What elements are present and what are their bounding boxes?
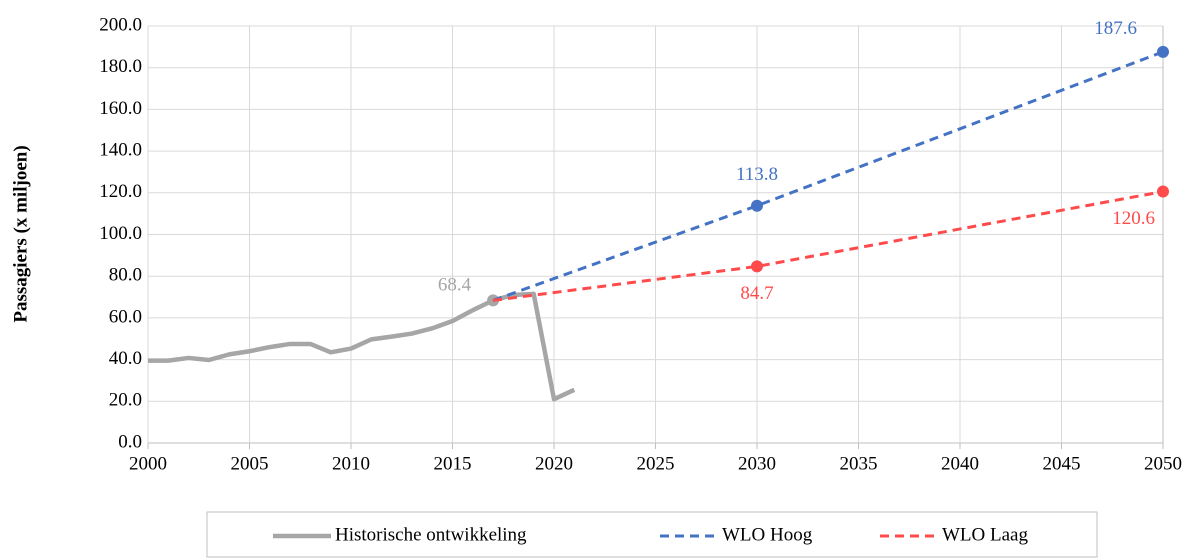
y-tick-label: 160.0 <box>99 98 142 119</box>
data-label: 113.8 <box>736 164 778 185</box>
x-tick-label: 2005 <box>231 453 269 474</box>
series-line <box>492 50 1164 302</box>
x-tick-label: 2040 <box>941 453 979 474</box>
data-label: 84.7 <box>740 283 773 304</box>
x-tick-label: 2045 <box>1043 453 1081 474</box>
data-label: 68.4 <box>438 275 472 296</box>
y-tick-label: 200.0 <box>99 14 142 35</box>
series-line <box>492 190 1164 302</box>
data-label: 187.6 <box>1094 18 1137 39</box>
data-label: 120.6 <box>1112 208 1155 229</box>
x-tick-label: 2050 <box>1144 453 1182 474</box>
marker <box>751 199 763 212</box>
x-tick-label: 2000 <box>129 453 167 474</box>
y-tick-label: 100.0 <box>99 223 142 244</box>
legend-label: WLO Hoog <box>722 524 813 545</box>
y-tick-label: 120.0 <box>99 181 142 202</box>
y-tick-label: 180.0 <box>99 56 142 77</box>
legend-box <box>206 511 1098 558</box>
legend-label: WLO Laag <box>942 524 1028 545</box>
marker <box>751 260 763 273</box>
y-tick-label: 60.0 <box>109 306 142 327</box>
x-tick-label: 2020 <box>535 453 573 474</box>
x-tick-label: 2025 <box>637 453 675 474</box>
y-tick-label: 20.0 <box>109 390 142 411</box>
x-tick-label: 2015 <box>434 453 472 474</box>
marker <box>1157 45 1169 58</box>
x-tick-label: 2030 <box>738 453 776 474</box>
y-axis-label: Passagiers (x miljoen) <box>10 145 31 322</box>
legend-label: Historische ontwikkeling <box>335 524 527 545</box>
marker <box>1157 185 1169 198</box>
y-tick-label: 80.0 <box>109 265 142 286</box>
x-tick-label: 2010 <box>332 453 370 474</box>
y-tick-label: 0.0 <box>118 431 142 452</box>
x-tick-label: 2035 <box>840 453 878 474</box>
y-tick-label: 140.0 <box>99 139 142 160</box>
y-tick-label: 40.0 <box>109 348 142 369</box>
series-line <box>148 291 576 402</box>
